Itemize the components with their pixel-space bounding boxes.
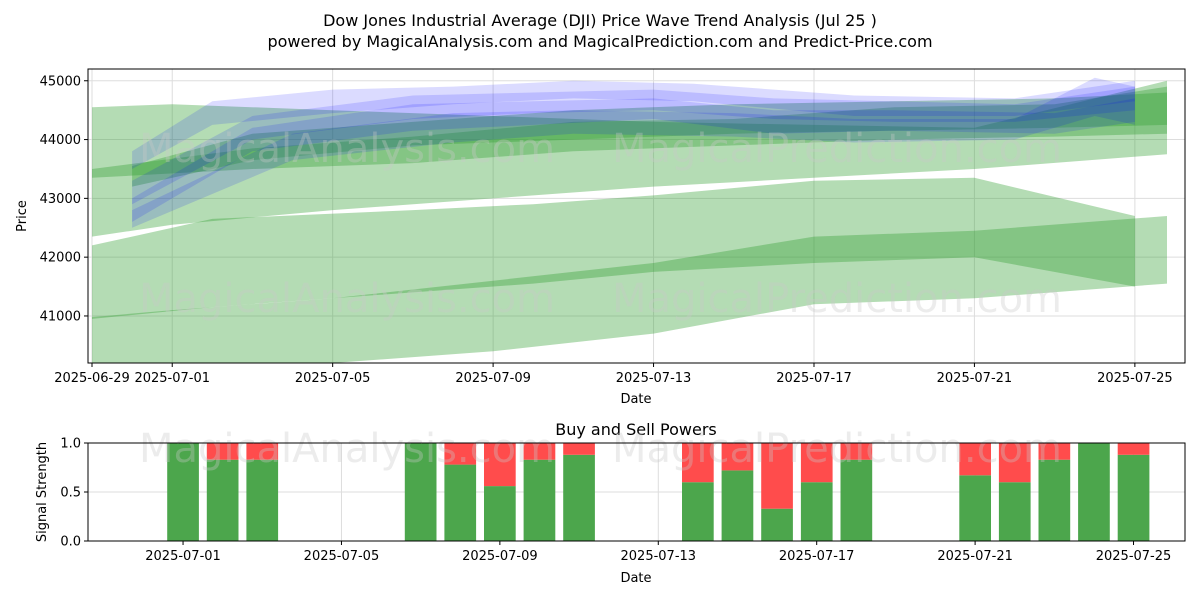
power-ytick-label-1: 0.5 <box>60 486 81 501</box>
sell-bar-2025-07-11 <box>563 443 595 455</box>
power-ytick-label-0: 0.0 <box>60 535 81 550</box>
price-ticks: 41000 42000 43000 44000 45000 2025-06-29 2025-… <box>40 74 1173 386</box>
chart-subtitle: powered by MagicalAnalysis.com and Magic… <box>267 32 932 51</box>
sell-bar-2025-07-21 <box>959 443 991 476</box>
green-wave-band-0 <box>92 80 1167 237</box>
power-xtick-label-2: 2025-07-09 <box>462 549 538 564</box>
power-xtick-label-3: 2025-07-13 <box>621 549 697 564</box>
buy-bar-2025-07-07 <box>404 443 437 541</box>
watermark-prediction-mid: MagicalPrediction.com <box>612 276 1062 322</box>
sell-bar-2025-07-14 <box>682 443 714 483</box>
power-xtick-label-0: 2025-07-01 <box>145 549 221 564</box>
watermark-analysis-mid: MagicalAnalysis.com <box>139 276 555 322</box>
power-chart: Buy and Sell Powers MagicalAnalysis.com … <box>35 420 1186 586</box>
sell-bar-2025-07-25 <box>1117 443 1150 455</box>
power-xtick-label-6: 2025-07-25 <box>1096 549 1172 564</box>
buy-bar-2025-07-24 <box>1078 443 1110 541</box>
watermark-analysis-top: MagicalAnalysis.com <box>139 126 555 172</box>
watermark-prediction-top: MagicalPrediction.com <box>612 126 1062 172</box>
blue-wave-band-0 <box>132 80 1135 169</box>
green-wave-band-3 <box>92 216 1167 363</box>
buy-bar-2025-07-22 <box>998 482 1031 541</box>
price-xtick-label-2: 2025-07-05 <box>295 371 371 386</box>
price-xtick-label-1: 2025-07-01 <box>134 371 210 386</box>
power-xlabel: Date <box>620 571 651 586</box>
blue-wave-band-1 <box>132 86 1135 205</box>
watermark-prediction-bottom: MagicalPrediction.com <box>612 426 1062 472</box>
power-ylabel: Signal Strength <box>35 442 50 542</box>
price-ytick-label-3: 44000 <box>40 133 81 148</box>
sell-bar-2025-07-02 <box>206 443 239 460</box>
sell-bar-2025-07-03 <box>246 443 279 460</box>
price-grid <box>88 69 1185 363</box>
buy-bar-2025-07-18 <box>840 459 873 541</box>
buy-bar-2025-07-10 <box>523 459 556 541</box>
price-ytick-label-1: 42000 <box>40 251 81 266</box>
sell-bar-2025-07-10 <box>523 443 556 460</box>
price-xtick-label-5: 2025-07-17 <box>776 371 852 386</box>
price-chart: MagicalAnalysis.com MagicalPrediction.co… <box>15 68 1186 407</box>
buy-bar-2025-07-21 <box>959 475 991 541</box>
price-xlabel: Date <box>620 392 651 407</box>
price-ytick-label-0: 41000 <box>40 309 81 324</box>
green-wave-band-1 <box>92 86 1167 178</box>
buy-bar-2025-07-11 <box>563 454 595 541</box>
buy-bar-2025-07-17 <box>800 482 833 541</box>
price-xtick-label-0: 2025-06-29 <box>54 371 130 386</box>
price-ytick-label-4: 45000 <box>40 74 81 89</box>
buy-bar-2025-07-09 <box>484 486 516 541</box>
price-ylabel: Price <box>15 200 30 232</box>
green-wave-band-4 <box>132 92 1168 187</box>
price-xtick-label-6: 2025-07-21 <box>937 371 1013 386</box>
buy-bar-2025-07-15 <box>721 470 754 541</box>
watermark-analysis-bottom: MagicalAnalysis.com <box>139 426 555 472</box>
sell-bar-2025-07-08 <box>444 443 477 465</box>
buy-bar-2025-07-16 <box>761 508 793 541</box>
buy-bar-2025-07-02 <box>206 459 239 541</box>
power-bars <box>167 443 1150 541</box>
sell-bar-2025-07-23 <box>1038 443 1071 460</box>
blue-wave-band-3 <box>132 77 1135 228</box>
price-xtick-label-4: 2025-07-13 <box>616 371 692 386</box>
buy-bar-2025-07-08 <box>444 464 477 541</box>
power-xtick-label-4: 2025-07-17 <box>779 549 855 564</box>
price-ytick-label-2: 43000 <box>40 192 81 207</box>
blue-wave-band-2 <box>132 98 1135 222</box>
buy-bar-2025-07-23 <box>1038 459 1071 541</box>
sell-bar-2025-07-18 <box>840 443 873 460</box>
buy-bar-2025-07-14 <box>682 482 714 541</box>
buy-bar-2025-07-25 <box>1117 454 1150 541</box>
green-wave-band-2 <box>92 177 1135 319</box>
sell-bar-2025-07-16 <box>761 443 793 509</box>
price-xtick-label-7: 2025-07-25 <box>1097 371 1173 386</box>
power-ticks: 0.0 0.5 1.0 2025-07-01 2025-07-05 2025-07-09 2… <box>60 437 1171 565</box>
power-xtick-label-1: 2025-07-05 <box>304 549 380 564</box>
power-xtick-label-5: 2025-07-21 <box>937 549 1013 564</box>
chart-title: Dow Jones Industrial Average (DJI) Price… <box>323 11 877 30</box>
sell-bar-2025-07-09 <box>484 443 516 487</box>
price-xtick-label-3: 2025-07-09 <box>455 371 531 386</box>
price-plot-frame <box>87 68 1186 364</box>
buy-bar-2025-07-01 <box>167 443 199 541</box>
sell-bar-2025-07-17 <box>800 443 833 483</box>
power-ytick-label-2: 1.0 <box>60 437 81 452</box>
price-bands <box>92 77 1168 363</box>
sell-bar-2025-07-22 <box>998 443 1031 483</box>
sell-bar-2025-07-15 <box>721 443 754 471</box>
power-title: Buy and Sell Powers <box>555 420 717 439</box>
buy-bar-2025-07-03 <box>246 459 279 541</box>
